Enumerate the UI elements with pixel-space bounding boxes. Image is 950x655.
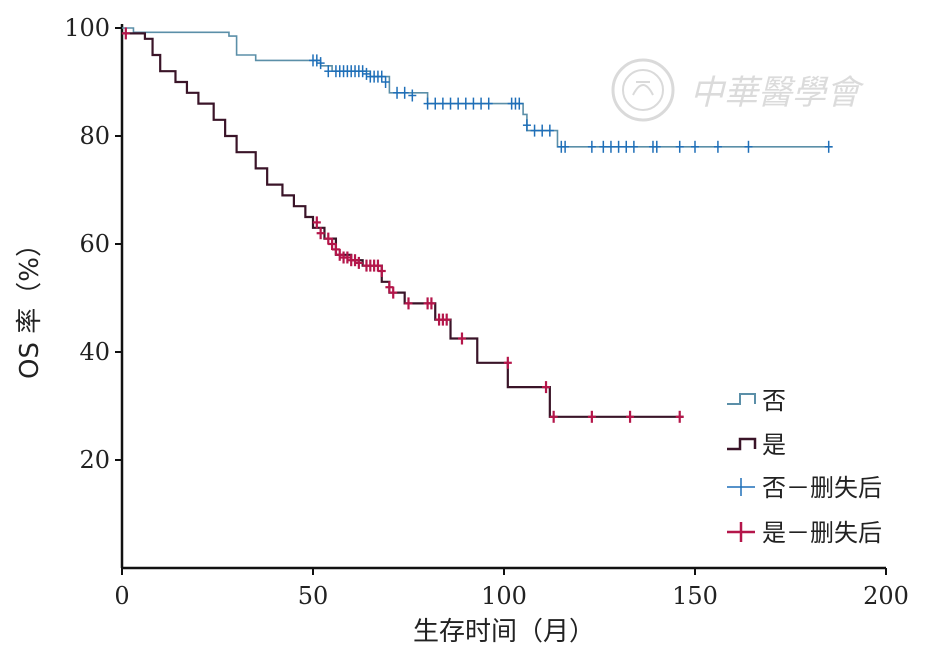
censor-mark-yes bbox=[328, 238, 337, 250]
censor-mark-no bbox=[438, 97, 447, 110]
censor-mark-no bbox=[408, 89, 417, 102]
legend: 否 是 否－删失后 是－删失后 bbox=[727, 387, 882, 547]
censor-mark-no bbox=[538, 124, 547, 137]
censor-mark-no bbox=[522, 119, 531, 132]
censor-mark-no bbox=[629, 140, 638, 153]
censor-mark-no bbox=[622, 140, 631, 153]
censor-mark-yes bbox=[549, 410, 558, 423]
censor-mark-no bbox=[599, 140, 608, 153]
censor-mark-no bbox=[561, 140, 570, 153]
censor-mark-no bbox=[691, 140, 699, 153]
censor-mark-yes bbox=[354, 256, 363, 269]
censor-mark-no bbox=[431, 97, 440, 110]
censor-mark-no bbox=[652, 140, 661, 153]
censor-mark-yes bbox=[331, 243, 340, 256]
censor-mark-no bbox=[484, 97, 493, 110]
censor-mark-yes bbox=[351, 254, 360, 267]
censor-mark-no bbox=[713, 140, 722, 153]
censor-mark-yes bbox=[587, 410, 596, 423]
censor-mark-no bbox=[358, 65, 367, 78]
censor-mark-no bbox=[469, 97, 478, 110]
censor-mark-yes bbox=[121, 27, 130, 40]
watermark: 中華醫學會 bbox=[611, 58, 865, 122]
y-tick-label: 20 bbox=[79, 446, 110, 474]
legend-label-yes-censored: 是－删失后 bbox=[762, 519, 882, 547]
plot-area bbox=[121, 27, 833, 423]
censor-mark-no bbox=[824, 140, 833, 153]
x-tick-label: 100 bbox=[481, 582, 527, 610]
x-axis-title: 生存时间（月） bbox=[413, 617, 595, 647]
watermark-text: 中華醫學會 bbox=[690, 73, 865, 113]
censor-mark-yes bbox=[626, 410, 635, 423]
x-tick-label: 200 bbox=[863, 582, 909, 610]
censor-mark-yes bbox=[373, 259, 382, 272]
legend-item-yes: 是 bbox=[727, 431, 786, 459]
censor-mark-yes bbox=[404, 297, 413, 310]
censor-mark-yes bbox=[457, 332, 466, 345]
censor-mark-no bbox=[587, 140, 596, 153]
x-tick-label: 150 bbox=[672, 582, 718, 610]
watermark-seal-icon bbox=[611, 58, 675, 122]
censor-mark-no bbox=[545, 124, 554, 137]
censor-mark-no bbox=[606, 140, 615, 153]
censor-mark-yes bbox=[335, 248, 344, 261]
censor-mark-no bbox=[362, 67, 371, 80]
censor-mark-no bbox=[744, 140, 753, 153]
y-tick-label: 40 bbox=[79, 338, 110, 366]
y-tick-label: 80 bbox=[79, 122, 110, 150]
y-axis-title: OS 率（%） bbox=[15, 231, 45, 379]
censor-mark-no bbox=[312, 54, 321, 67]
censor-mark-yes bbox=[503, 356, 512, 369]
censor-mark-no bbox=[614, 140, 623, 153]
censor-mark-no bbox=[461, 97, 470, 110]
censor-mark-no bbox=[381, 76, 390, 88]
censor-mark-yes bbox=[377, 265, 386, 277]
legend-item-no-censored: 否－删失后 bbox=[727, 474, 882, 502]
legend-item-yes-censored: 是－删失后 bbox=[727, 519, 882, 547]
censor-marks-no bbox=[309, 54, 833, 153]
x-tick-label: 50 bbox=[298, 582, 329, 610]
censor-mark-no bbox=[324, 65, 333, 78]
censor-mark-yes bbox=[324, 232, 333, 245]
legend-label-no-censored: 否－删失后 bbox=[762, 474, 882, 502]
survival-curve-yes bbox=[122, 32, 684, 418]
censor-mark-no bbox=[446, 97, 455, 110]
censor-mark-yes bbox=[442, 313, 451, 326]
censor-mark-no bbox=[477, 97, 486, 110]
censor-mark-yes bbox=[675, 410, 684, 423]
censor-mark-no bbox=[675, 140, 684, 153]
censor-mark-no bbox=[530, 124, 539, 137]
censor-mark-no bbox=[393, 86, 402, 99]
censor-mark-yes bbox=[542, 381, 551, 394]
censor-mark-no bbox=[454, 97, 463, 110]
censor-mark-yes bbox=[427, 297, 436, 310]
censor-mark-no bbox=[515, 97, 524, 110]
censor-mark-no bbox=[400, 86, 409, 99]
censor-mark-no bbox=[377, 70, 386, 83]
censor-mark-yes bbox=[385, 281, 394, 294]
censor-mark-yes bbox=[312, 216, 321, 229]
y-tick-label: 100 bbox=[64, 14, 110, 42]
censor-mark-no bbox=[423, 97, 432, 110]
legend-label-yes: 是 bbox=[762, 431, 786, 459]
censor-mark-yes bbox=[343, 251, 352, 264]
censor-mark-no bbox=[316, 57, 325, 70]
axis-ticks: 0 50 100 150 200 20 40 60 80 100 bbox=[64, 14, 909, 610]
x-tick-label: 0 bbox=[114, 582, 129, 610]
legend-item-no: 否 bbox=[727, 387, 786, 415]
legend-label-no: 否 bbox=[762, 387, 786, 415]
censor-marks-yes bbox=[121, 27, 684, 423]
legend-swatch-yes bbox=[727, 437, 757, 451]
legend-swatch-no bbox=[727, 393, 756, 405]
censor-mark-yes bbox=[389, 286, 398, 299]
censor-mark-yes bbox=[316, 227, 325, 240]
y-tick-label: 60 bbox=[79, 230, 110, 258]
